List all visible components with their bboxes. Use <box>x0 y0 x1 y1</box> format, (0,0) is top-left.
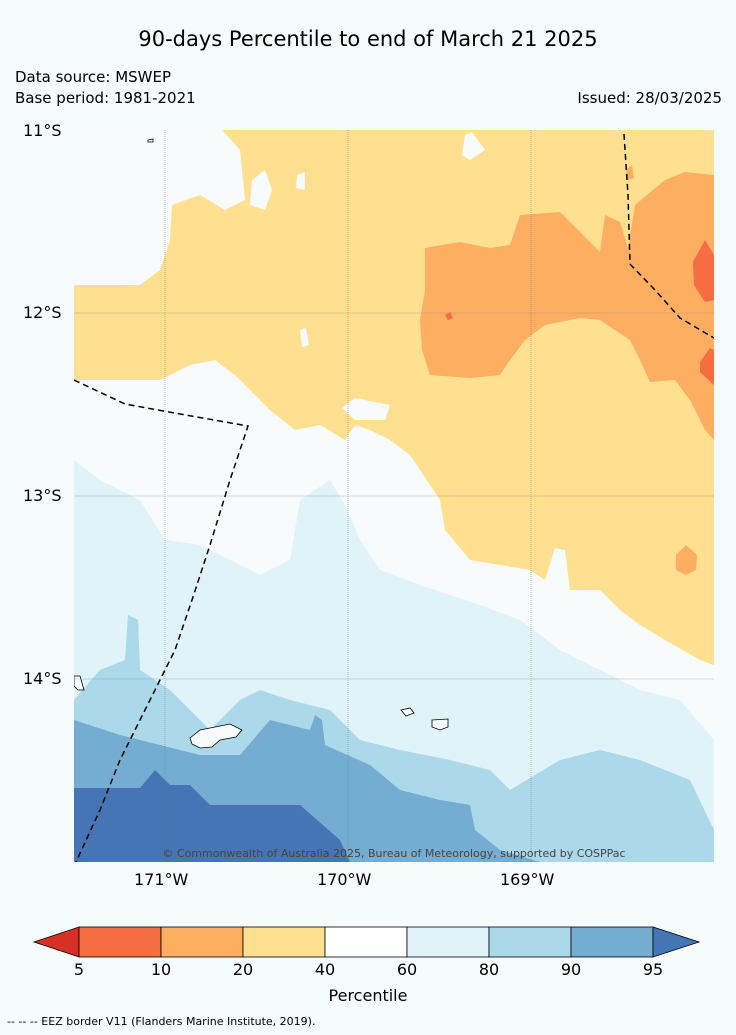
samoa-islands <box>74 138 449 749</box>
copyright-notice: © Commonwealth of Australia 2025, Bureau… <box>162 847 626 860</box>
colorbar-tick: 10 <box>150 960 172 979</box>
colorbar-tick: 95 <box>642 960 664 979</box>
data-source: Data source: MSWEP <box>15 68 172 86</box>
colorbar-tick: 20 <box>232 960 254 979</box>
colorbar-tick: 90 <box>560 960 582 979</box>
lon-label-171w: 171°W <box>134 870 189 889</box>
lat-label-12s: 12°S <box>23 303 62 322</box>
percentile-5-10-region <box>693 240 714 302</box>
lon-label-169w: 169°W <box>500 870 555 889</box>
issued-date: Issued: 28/03/2025 <box>577 89 722 107</box>
lon-label-170w: 170°W <box>317 870 372 889</box>
base-period: Base period: 1981-2021 <box>15 89 196 107</box>
colorbar-tick: 40 <box>314 960 336 979</box>
map-area <box>74 130 714 862</box>
colorbar-tick: 80 <box>478 960 500 979</box>
eez-borders <box>74 133 714 862</box>
percentile-95-plus-region <box>74 770 350 862</box>
lat-label-11s: 11°S <box>23 121 62 140</box>
meridians <box>164 130 532 862</box>
colorbar-lower-extend <box>32 926 80 958</box>
lat-label-14s: 14°S <box>23 669 62 688</box>
colorbar-upper-extend <box>652 926 701 958</box>
lat-label-13s: 13°S <box>23 486 62 505</box>
colorbar-tick: 5 <box>73 960 85 979</box>
graticule <box>74 312 714 680</box>
colorbar-title: Percentile <box>328 986 408 1005</box>
colorbar <box>32 926 701 958</box>
percentile-10-20-region <box>420 172 714 440</box>
eez-footnote: -- -- -- EEZ border V11 (Flanders Marine… <box>7 1015 316 1028</box>
map-title: 90-days Percentile to end of March 21 20… <box>138 27 598 51</box>
colorbar-tick: 60 <box>396 960 418 979</box>
